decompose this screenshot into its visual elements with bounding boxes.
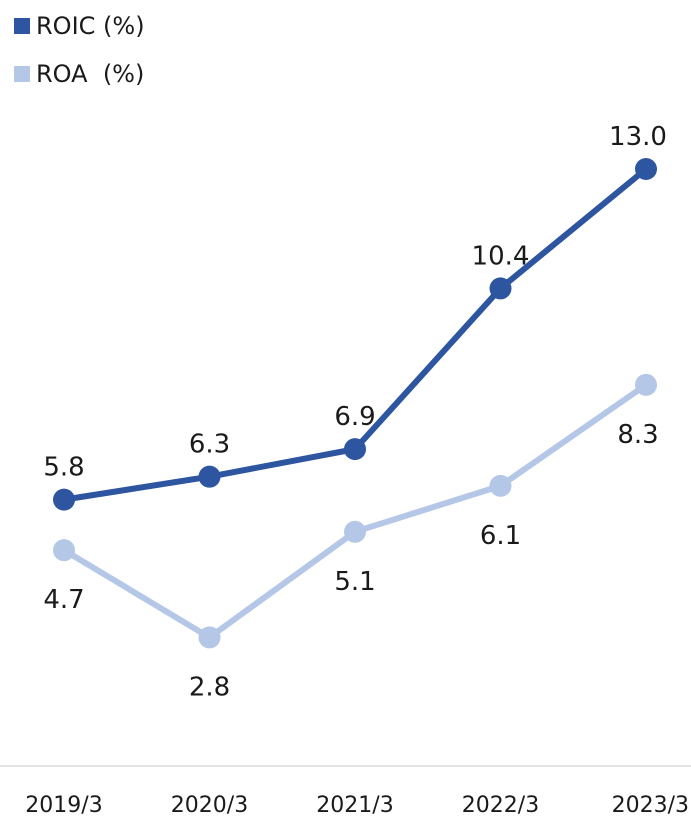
data-point-roa [635,373,657,396]
data-label-roic: 5.8 [43,453,84,483]
data-point-roic [635,158,657,180]
data-point-roic [344,438,366,461]
legend-swatch-roic [14,18,30,34]
data-point-roa [489,474,512,497]
legend-label-roic: ROIC (%) [36,12,145,40]
legend-item-roa: ROA (%) [14,56,145,92]
legend-label-roa: ROA (%) [36,60,145,88]
data-point-roic [198,465,221,488]
data-point-roic [489,277,512,300]
data-point-roa [53,539,75,562]
data-label-roa: 8.3 [617,420,658,450]
data-point-roa [198,626,221,649]
x-tick-label: 2021/3 [316,793,393,818]
x-tick-label: 2020/3 [171,793,248,818]
legend-item-roic: ROIC (%) [14,8,145,44]
x-tick-label: 2022/3 [462,793,539,818]
x-tick-label: 2023/3 [612,793,689,818]
data-label-roic: 6.3 [189,430,230,460]
data-label-roa: 4.7 [43,585,84,615]
x-tick-label: 2019/3 [25,793,102,818]
data-label-roa: 6.1 [480,521,521,551]
data-label-roic: 13.0 [609,122,667,152]
data-point-roa [344,520,366,543]
legend-swatch-roa [14,66,30,82]
data-label-roic: 6.9 [334,402,375,432]
data-label-roic: 10.4 [472,241,530,271]
data-label-roa: 2.8 [189,672,230,702]
data-label-roa: 5.1 [334,567,375,597]
legend: ROIC (%) ROA (%) [14,8,145,104]
data-point-roic [53,488,75,511]
